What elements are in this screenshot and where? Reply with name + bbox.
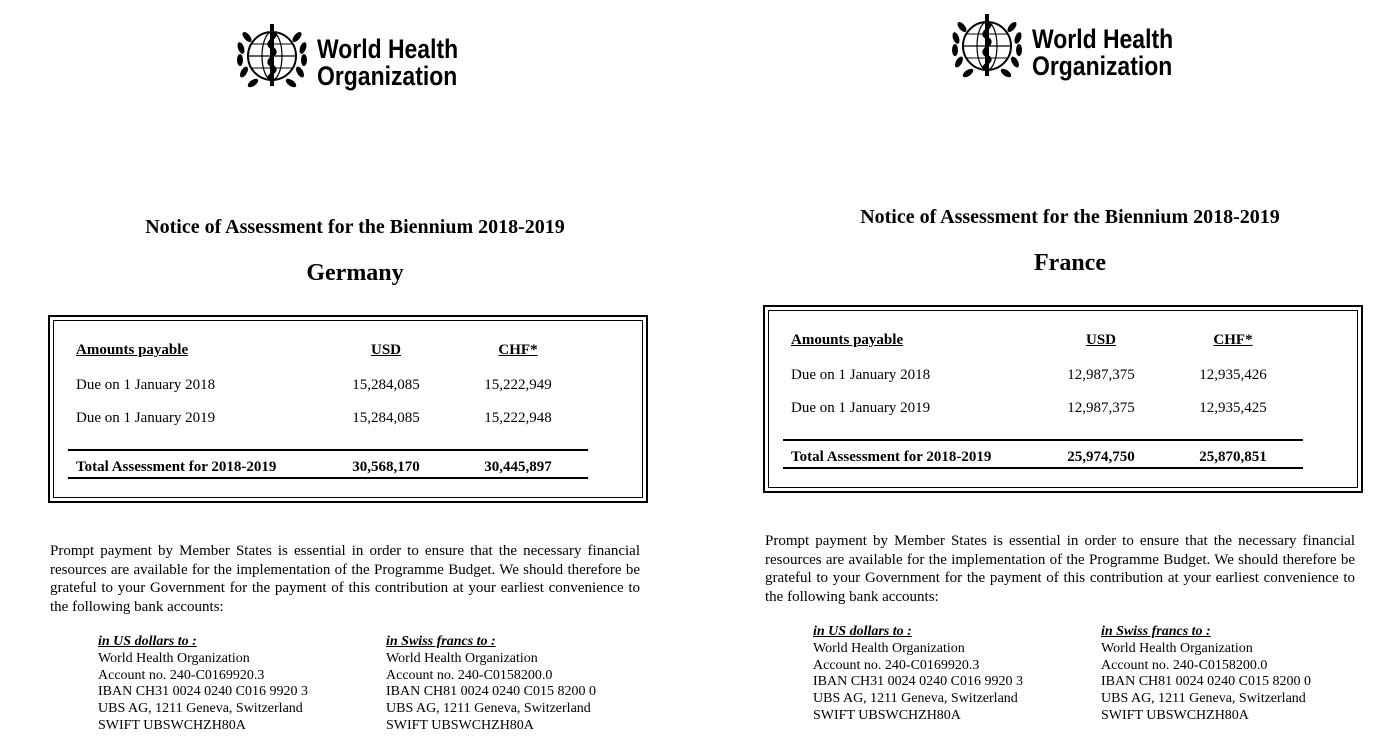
account-line: SWIFT UBSWCHZH80A xyxy=(98,717,246,733)
box-inner-border xyxy=(768,310,1358,488)
table-cell: 15,284,085 xyxy=(352,410,420,426)
account-line: SWIFT UBSWCHZH80A xyxy=(813,707,961,723)
account-heading: in Swiss francs to : xyxy=(386,634,496,649)
table-header: USD xyxy=(370,342,401,358)
rule xyxy=(783,439,1303,441)
table-cell: 15,222,948 xyxy=(484,410,552,426)
logo-line: World Health xyxy=(1032,24,1174,54)
account-line: IBAN CH81 0024 0240 C015 8200 0 xyxy=(386,684,597,700)
assessment-box xyxy=(48,315,648,503)
assessment-box xyxy=(763,305,1363,493)
account-line: Account no. 240-C0169920.3 xyxy=(813,657,980,673)
table-cell: Due on 1 January 2019 xyxy=(791,400,931,416)
table-cell: 12,987,375 xyxy=(1067,367,1135,383)
total-cell: 25,974,750 xyxy=(1067,449,1135,465)
account-line: World Health Organization xyxy=(1101,641,1253,656)
account-heading: in US dollars to : xyxy=(813,624,912,639)
total-cell: 30,568,170 xyxy=(352,459,420,475)
logo-text: World Health Organization xyxy=(1032,26,1173,80)
table-header: Amounts payable xyxy=(76,342,189,358)
who-emblem xyxy=(952,14,1022,78)
logo: World Health Organization xyxy=(946,8,1186,92)
total-cell: 25,870,851 xyxy=(1199,449,1267,465)
notice-title: Notice of Assessment for the Biennium 20… xyxy=(145,216,565,238)
table-header: USD xyxy=(1085,332,1116,348)
rule xyxy=(68,449,588,451)
account-heading: in Swiss francs to : xyxy=(1101,624,1211,639)
account-line: SWIFT UBSWCHZH80A xyxy=(386,717,534,733)
total-cell: 30,445,897 xyxy=(484,459,552,475)
table-cell: 12,935,426 xyxy=(1199,367,1267,383)
logo-line: Organization xyxy=(1032,51,1173,81)
rule xyxy=(783,467,1303,469)
paragraph: Prompt payment by Member States is essen… xyxy=(50,543,640,615)
paragraph: Prompt payment by Member States is essen… xyxy=(765,533,1355,605)
table-cell: 15,222,949 xyxy=(484,377,552,393)
account-line: IBAN CH31 0024 0240 C016 9920 3 xyxy=(813,674,1024,690)
table-cell: 12,935,425 xyxy=(1199,400,1267,416)
account-line: World Health Organization xyxy=(386,651,538,666)
table-cell: Due on 1 January 2018 xyxy=(791,367,931,383)
table-cell: Due on 1 January 2019 xyxy=(76,410,216,426)
account-line: World Health Organization xyxy=(98,651,250,666)
account-line: UBS AG, 1211 Geneva, Switzerland xyxy=(386,701,591,717)
notice: World Health Organization Notice of Assess… xyxy=(715,0,1394,728)
table-header: CHF* xyxy=(1213,332,1253,348)
account-line: World Health Organization xyxy=(813,641,965,656)
table-header: CHF* xyxy=(498,342,538,358)
table-header: Amounts payable xyxy=(791,332,904,348)
country: France xyxy=(1034,250,1106,276)
total-cell: Total Assessment for 2018-2019 xyxy=(76,459,277,475)
account-line: SWIFT UBSWCHZH80A xyxy=(1101,707,1249,723)
account-line: Account no. 240-C0158200.0 xyxy=(386,667,553,683)
table-cell: 12,987,375 xyxy=(1067,400,1135,416)
account-line: IBAN CH81 0024 0240 C015 8200 0 xyxy=(1101,674,1312,690)
account-line: Account no. 240-C0169920.3 xyxy=(98,667,265,683)
account-heading: in US dollars to : xyxy=(98,634,197,649)
rule xyxy=(68,477,588,479)
notice: World Health Organization Notice of Assess… xyxy=(48,18,648,733)
table-cell: 15,284,085 xyxy=(352,377,420,393)
account-line: UBS AG, 1211 Geneva, Switzerland xyxy=(813,691,1018,707)
logo-line: Organization xyxy=(317,61,458,91)
account-line: UBS AG, 1211 Geneva, Switzerland xyxy=(98,701,303,717)
box-inner-border xyxy=(53,320,643,498)
notice-title: Notice of Assessment for the Biennium 20… xyxy=(860,206,1280,228)
country: Germany xyxy=(306,260,404,286)
table-cell: Due on 1 January 2018 xyxy=(76,377,216,393)
logo-line: World Health xyxy=(317,34,459,64)
logo: World Health Organization xyxy=(231,18,471,102)
who-emblem xyxy=(237,24,307,88)
total-cell: Total Assessment for 2018-2019 xyxy=(791,449,992,465)
account-line: Account no. 240-C0158200.0 xyxy=(1101,657,1268,673)
account-line: IBAN CH31 0024 0240 C016 9920 3 xyxy=(98,684,309,700)
logo-text: World Health Organization xyxy=(317,36,458,90)
account-line: UBS AG, 1211 Geneva, Switzerland xyxy=(1101,691,1306,707)
